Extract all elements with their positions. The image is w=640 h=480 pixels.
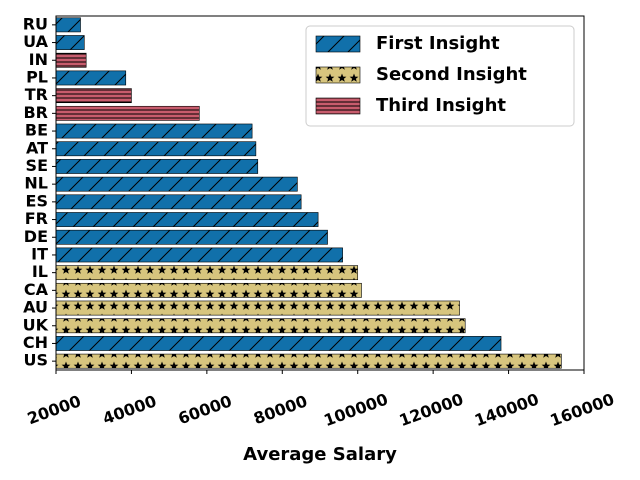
bar-ca [55,282,362,298]
bar-de [55,229,328,245]
bar-at [55,141,257,157]
legend-label: First Insight [376,33,500,54]
bar-br [55,105,200,121]
bar-il [55,265,359,281]
y-tick-label: BE [25,121,48,140]
x-tick-label: 100000 [321,389,390,430]
y-tick-label: IN [29,50,48,69]
bar-nl [55,176,298,192]
y-tick-label: PL [26,67,48,86]
legend-label: Second Insight [376,64,527,85]
x-tick-layer: 20000 40000 60000 80000 100000 120000 140000 16… [25,370,617,430]
x-tick-label: 120000 [397,389,466,430]
bar-au [55,300,460,316]
legend-item-third-insight: Third Insight [315,95,506,116]
x-tick-label: 20000 [25,391,84,428]
bars-layer [55,17,562,369]
y-tick-label: ES [26,191,48,210]
bar-it [55,247,343,263]
bar-ch [55,336,502,351]
y-tick-label: BR [23,103,48,122]
x-tick-label: 140000 [472,389,541,430]
bar-in [55,52,87,68]
x-tick-label: 60000 [176,391,235,428]
y-tick-label: TR [25,85,48,104]
legend-box [305,25,575,127]
y-tick-label: SE [26,156,48,175]
x-tick-label: 160000 [547,389,616,430]
x-tick-label: 40000 [100,391,159,428]
y-tick-label: AT [26,138,48,157]
bar-se [55,159,259,174]
y-tick-label: IT [31,244,48,263]
legend-label: Third Insight [376,95,506,116]
y-tick-label: DE [24,227,48,246]
y-tick-label: FR [25,209,48,228]
y-tick-label: RU [23,14,48,33]
bar-tr [55,88,132,104]
y-tick-label: US [23,351,48,370]
y-tick-label: UA [23,32,49,51]
bar-us [55,353,562,369]
y-tick-label: AU [23,298,48,317]
y-tick-label: UK [23,315,49,334]
bar-be [55,123,253,139]
y-tick-label: CH [23,333,48,352]
y-tick-label: NL [24,174,48,193]
bar-uk [55,318,466,334]
legend-item-first-insight: First Insight [315,33,500,54]
bar-ua [55,35,85,50]
x-tick-label: 80000 [251,391,310,428]
bar-es [55,194,302,210]
bar-fr [55,212,319,227]
axes-frame [55,15,585,371]
legend: First Insight Second Insight Third Insight [305,25,575,127]
y-tick-label: CA [24,280,49,299]
bar-pl [55,70,127,86]
legend-item-second-insight: Second Insight [315,64,527,85]
bar-ru [55,17,81,33]
y-tick-label: IL [32,262,48,281]
x-axis-label: Average Salary [243,444,397,465]
